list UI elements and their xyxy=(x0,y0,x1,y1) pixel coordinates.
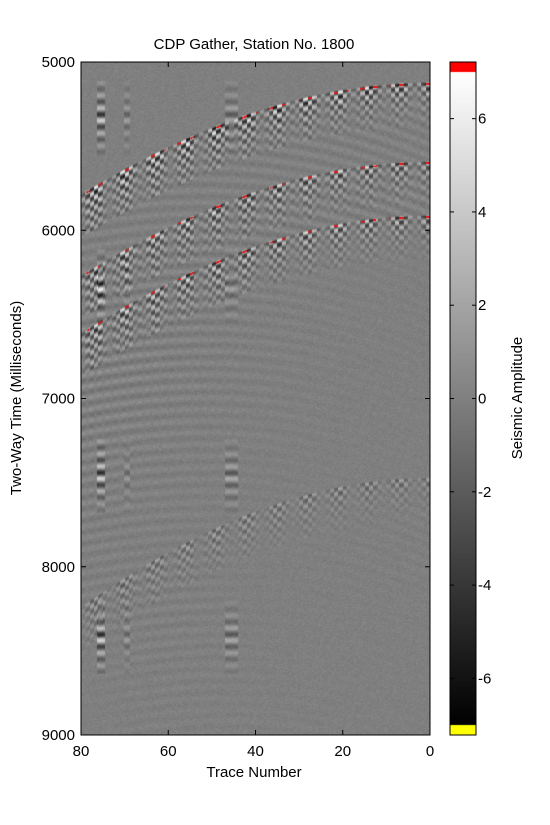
colorbar-label: Seismic Amplitude xyxy=(509,337,526,460)
x-tick-label: 40 xyxy=(247,743,264,760)
x-axis-label: Trace Number xyxy=(206,764,301,781)
chart-title: CDP Gather, Station No. 1800 xyxy=(154,36,355,53)
y-tick-label: 6000 xyxy=(42,222,75,239)
colorbar-gradient xyxy=(450,62,476,735)
colorbar-ticks: 6 4 2 0 -2 -4 -6 xyxy=(450,111,491,687)
colorbar-tick-label: 0 xyxy=(478,391,486,408)
colorbar-tick-label: 2 xyxy=(478,297,486,314)
y-tick-label: 9000 xyxy=(42,727,75,744)
colorbar-tick-label: -4 xyxy=(478,577,491,594)
x-tick-label: 80 xyxy=(73,743,90,760)
x-tick-label: 60 xyxy=(160,743,177,760)
y-axis: 5000 6000 7000 8000 9000 xyxy=(42,54,430,744)
x-tick-label: 20 xyxy=(334,743,351,760)
colorbar-tick-label: -2 xyxy=(478,484,491,501)
colorbar-tick-label: 4 xyxy=(478,204,486,221)
seismic-image xyxy=(81,62,430,735)
y-axis-label: Two-Way Time (Milliseconds) xyxy=(8,301,25,495)
x-axis: 80 60 40 20 0 xyxy=(73,62,434,760)
colorbar-tick-label: 6 xyxy=(478,111,486,128)
y-tick-label: 7000 xyxy=(42,391,75,408)
plot-area xyxy=(80,61,431,736)
y-tick-label: 8000 xyxy=(42,559,75,576)
colorbar-tick-label: -6 xyxy=(478,670,491,687)
y-tick-label: 5000 xyxy=(42,54,75,71)
x-tick-label: 0 xyxy=(426,743,434,760)
colorbar: 6 4 2 0 -2 -4 -6 Seismic Amplitude xyxy=(449,61,526,736)
